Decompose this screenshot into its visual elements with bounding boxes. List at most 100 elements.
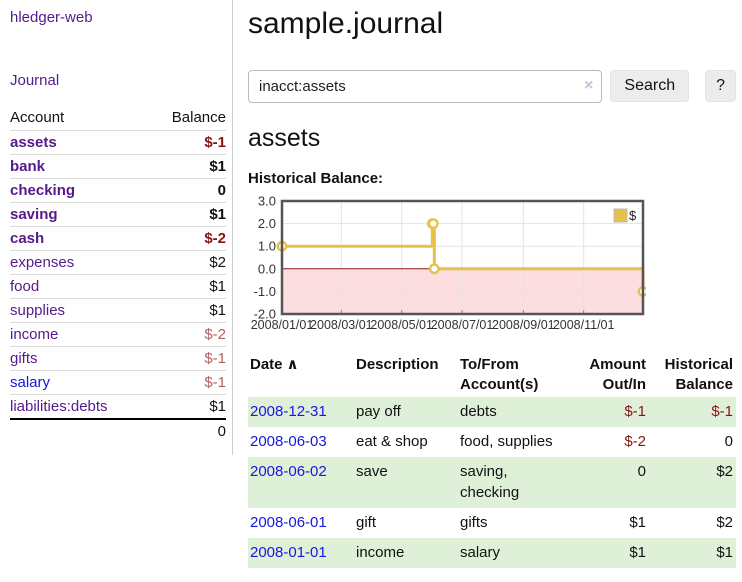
svg-text:2.0: 2.0 bbox=[258, 216, 276, 231]
help-button[interactable]: ? bbox=[705, 70, 736, 102]
account-row: gifts $-1 bbox=[10, 346, 226, 371]
search-input[interactable] bbox=[248, 69, 603, 103]
svg-text:3.0: 3.0 bbox=[258, 195, 276, 209]
historical-balance-chart[interactable]: $3.0 2.0 1.0 0.0 -1.0 -2.02008/01/012008/03/0… bbox=[248, 193, 649, 336]
transaction-row: 2008-01-01 income salary $1 $1 bbox=[248, 537, 736, 568]
account-column-header: Account bbox=[10, 109, 65, 126]
transaction-accounts: gifts bbox=[460, 514, 488, 531]
account-heading: assets bbox=[248, 123, 321, 152]
date-link[interactable]: 2008-06-03 bbox=[250, 432, 327, 450]
sort-ascending-icon: ∧ bbox=[286, 355, 299, 373]
transaction-row: 2008-06-01 gift gifts $1 $2 bbox=[248, 508, 736, 538]
transaction-description: gift bbox=[356, 514, 377, 531]
svg-text:2008/07/01: 2008/07/01 bbox=[431, 318, 494, 332]
account-row: assets $-1 bbox=[10, 130, 226, 155]
account-link-bank[interactable]: bank bbox=[10, 158, 46, 175]
transaction-amount: $-2 bbox=[624, 432, 646, 450]
svg-text:2008/01/01: 2008/01/01 bbox=[251, 318, 314, 332]
svg-text:2008/09/01: 2008/09/01 bbox=[492, 318, 555, 332]
account-row: saving $1 bbox=[10, 202, 226, 227]
account-link-assets[interactable]: assets bbox=[10, 134, 57, 151]
register-table-body: 2008-12-31 pay off debts $-1 $-1 2008-06-03 ea… bbox=[248, 397, 736, 568]
date-link[interactable]: 2008-06-01 bbox=[250, 514, 327, 531]
date-link[interactable]: 2008-06-02 bbox=[250, 462, 327, 480]
svg-text:-2.0: -2.0 bbox=[254, 306, 276, 321]
account-balance: $-2 bbox=[204, 230, 226, 247]
search-box: × bbox=[248, 69, 603, 103]
account-link-cash[interactable]: cash bbox=[10, 230, 45, 247]
transaction-description: save bbox=[356, 462, 388, 480]
account-balance: $1 bbox=[209, 302, 226, 319]
sidebar: hledger-web Journal Account Balance asse… bbox=[0, 0, 233, 455]
account-link-supplies[interactable]: supplies bbox=[10, 302, 66, 319]
account-row: food $1 bbox=[10, 274, 226, 299]
account-balance: $1 bbox=[209, 158, 226, 175]
date-link[interactable]: 2008-12-31 bbox=[250, 403, 327, 420]
balance-column-header: Historical Balance bbox=[664, 355, 733, 393]
transaction-amount: $1 bbox=[629, 543, 646, 561]
transaction-amount: 0 bbox=[637, 462, 646, 480]
accounts-table-body: assets $-1 bank $1 checking 0 saving $1 cash $-2 e… bbox=[10, 130, 226, 444]
chart-wrap: $3.0 2.0 1.0 0.0 -1.0 -2.0 2008/01/01 2008/03/0… bbox=[248, 193, 736, 340]
account-balance: $-2 bbox=[204, 326, 226, 343]
account-balance: $1 bbox=[209, 206, 226, 223]
transaction-accounts: food, supplies bbox=[460, 432, 553, 450]
account-row: checking 0 bbox=[10, 178, 226, 203]
transaction-accounts: debts bbox=[460, 403, 497, 420]
transaction-balance: $2 bbox=[716, 514, 733, 531]
transaction-row: 2008-06-03 eat & shop food, supplies $-2 0 bbox=[248, 427, 736, 457]
account-link-checking[interactable]: checking bbox=[10, 182, 76, 199]
description-column-header: Description bbox=[356, 355, 439, 373]
transaction-row: 2008-06-02 save saving, checking 0 $2 bbox=[248, 456, 736, 508]
accounts-total-balance: 0 bbox=[217, 423, 226, 440]
account-row: supplies $1 bbox=[10, 298, 226, 323]
transaction-balance: $-1 bbox=[711, 403, 733, 420]
account-balance: $-1 bbox=[204, 350, 226, 367]
accounts-total-row: 0 bbox=[10, 419, 226, 443]
brand-link[interactable]: hledger-web bbox=[10, 9, 93, 26]
account-link-saving[interactable]: saving bbox=[10, 206, 58, 223]
account-row: salary $-1 bbox=[10, 370, 226, 395]
account-row: cash $-2 bbox=[10, 226, 226, 251]
account-link-expenses[interactable]: expenses bbox=[10, 254, 75, 271]
accounts-table: Account Balance assets $-1 bank $1 checking 0… bbox=[10, 106, 226, 443]
account-balance: 0 bbox=[217, 182, 226, 199]
app: hledger-web Journal Account Balance asse… bbox=[0, 0, 742, 568]
search-bar: × Search ? bbox=[248, 69, 736, 103]
register-header-row: Date ∧ Description To/From Account(s) Amo… bbox=[248, 353, 736, 398]
account-balance: $-1 bbox=[204, 374, 226, 391]
svg-text:2008/05/01: 2008/05/01 bbox=[370, 318, 433, 332]
register-table: Date ∧ Description To/From Account(s) Amo… bbox=[248, 353, 736, 568]
account-row: bank $1 bbox=[10, 154, 226, 179]
main-content: sample.journal × Search ? assets Histori… bbox=[233, 0, 742, 568]
sidebar-item-journal[interactable]: Journal bbox=[10, 72, 60, 89]
account-balance: $1 bbox=[209, 398, 226, 415]
account-link-gifts[interactable]: gifts bbox=[10, 350, 38, 367]
account-link-liabilities-debts[interactable]: liabilities:debts bbox=[10, 398, 108, 415]
page-title: sample.journal bbox=[248, 7, 444, 40]
transaction-amount: $-1 bbox=[624, 403, 646, 420]
date-column-header[interactable]: Date ∧ bbox=[250, 355, 299, 373]
account-link-food[interactable]: food bbox=[10, 278, 40, 295]
transaction-balance: $1 bbox=[716, 543, 733, 561]
account-row: liabilities:debts $1 bbox=[10, 394, 226, 420]
amount-column-header: Amount Out/In bbox=[589, 355, 646, 393]
svg-text:2008/03/01: 2008/03/01 bbox=[310, 318, 373, 332]
transaction-balance: 0 bbox=[724, 432, 733, 450]
svg-text:-1.0: -1.0 bbox=[254, 283, 276, 298]
clear-search-icon[interactable]: × bbox=[584, 76, 594, 94]
transaction-accounts: saving, checking bbox=[460, 462, 520, 502]
account-balance: $2 bbox=[209, 254, 226, 271]
search-button[interactable]: Search bbox=[610, 70, 690, 102]
chart-title: Historical Balance: bbox=[248, 169, 384, 187]
account-link-salary[interactable]: salary bbox=[10, 374, 51, 391]
transaction-balance: $2 bbox=[716, 462, 733, 480]
transaction-amount: $1 bbox=[629, 514, 646, 531]
account-balance: $1 bbox=[209, 278, 226, 295]
transaction-row: 2008-12-31 pay off debts $-1 $-1 bbox=[248, 397, 736, 427]
transaction-description: income bbox=[356, 543, 405, 561]
date-link[interactable]: 2008-01-01 bbox=[250, 543, 327, 561]
account-link-income[interactable]: income bbox=[10, 326, 59, 343]
balance-column-header: Balance bbox=[171, 109, 226, 126]
tofrom-column-header: To/From Account(s) bbox=[460, 355, 539, 393]
